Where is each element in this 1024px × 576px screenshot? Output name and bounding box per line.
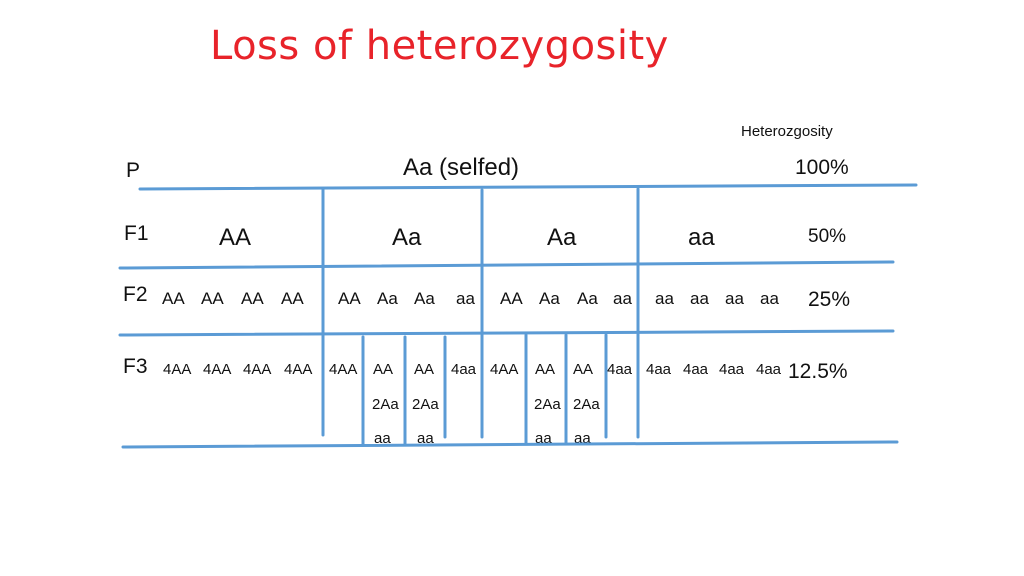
row-divider xyxy=(121,440,899,449)
f3-genotype: 4AA xyxy=(284,361,313,378)
f3-genotype: 4aa xyxy=(756,361,782,378)
f2-genotype: aa xyxy=(690,289,709,308)
f2-genotype: aa xyxy=(655,289,674,308)
f3-sub-genotype: aa xyxy=(574,430,591,447)
generation-label-p: P xyxy=(126,159,141,182)
f2-genotype: Aa xyxy=(414,289,435,308)
f1-genotype: aa xyxy=(688,224,715,251)
f3-genotype: 4aa xyxy=(719,361,745,378)
f1-genotype: AA xyxy=(219,224,252,251)
f2-genotype: Aa xyxy=(539,289,560,308)
f3-sub-genotype: aa xyxy=(417,430,434,447)
f2-genotype: Aa xyxy=(377,289,398,308)
f2-genotype: aa xyxy=(456,289,475,308)
heterozygosity-f2: 25% xyxy=(808,288,851,311)
f3-genotype: 4aa xyxy=(683,361,709,378)
f3-genotype: 4AA xyxy=(163,361,192,378)
parent-genotype: Aa (selfed) xyxy=(403,154,520,181)
f1-genotype: Aa xyxy=(392,224,422,251)
f3-genotype: 4aa xyxy=(646,361,672,378)
f2-genotype: AA xyxy=(241,289,264,308)
f3-genotype: AA xyxy=(414,361,435,378)
f3-sub-genotype: 2Aa xyxy=(534,396,561,413)
f2-genotype: Aa xyxy=(577,289,598,308)
f3-genotype: 4aa xyxy=(451,361,477,378)
f3-sub-genotype: aa xyxy=(535,430,552,447)
f3-genotype: AA xyxy=(535,361,556,378)
f2-genotype: aa xyxy=(613,289,632,308)
f2-genotype: aa xyxy=(760,289,779,308)
f3-genotype: 4AA xyxy=(203,361,232,378)
slide-title: Loss of heterozygosity xyxy=(210,23,669,69)
f2-genotype: aa xyxy=(725,289,744,308)
row-divider xyxy=(118,329,895,337)
f2-genotype: AA xyxy=(338,289,361,308)
generation-label-f3: F3 xyxy=(123,355,148,378)
heterozygosity-header: Heterozgosity xyxy=(741,123,833,140)
heterozygosity-f1: 50% xyxy=(808,226,847,247)
f3-genotype: 4AA xyxy=(490,361,519,378)
f2-genotype: AA xyxy=(201,289,224,308)
f3-sub-genotype: aa xyxy=(374,430,391,447)
f3-sub-genotype: 2Aa xyxy=(372,396,399,413)
f3-genotype: 4AA xyxy=(329,361,358,378)
f3-sub-genotype: 2Aa xyxy=(573,396,600,413)
f1-genotype: Aa xyxy=(547,224,577,251)
f3-genotype: AA xyxy=(573,361,594,378)
f3-genotype: AA xyxy=(373,361,394,378)
f2-genotype: AA xyxy=(162,289,185,308)
heterozygosity-p: 100% xyxy=(795,156,849,179)
f3-genotype: 4aa xyxy=(607,361,633,378)
generation-label-f1: F1 xyxy=(124,222,149,245)
row-divider xyxy=(138,183,918,191)
f3-sub-genotype: 2Aa xyxy=(412,396,439,413)
f3-genotype: 4AA xyxy=(243,361,272,378)
heterozygosity-f3: 12.5% xyxy=(788,360,848,383)
f2-genotype: AA xyxy=(281,289,304,308)
row-divider xyxy=(118,260,895,270)
generation-label-f2: F2 xyxy=(123,283,148,306)
f2-genotype: AA xyxy=(500,289,523,308)
